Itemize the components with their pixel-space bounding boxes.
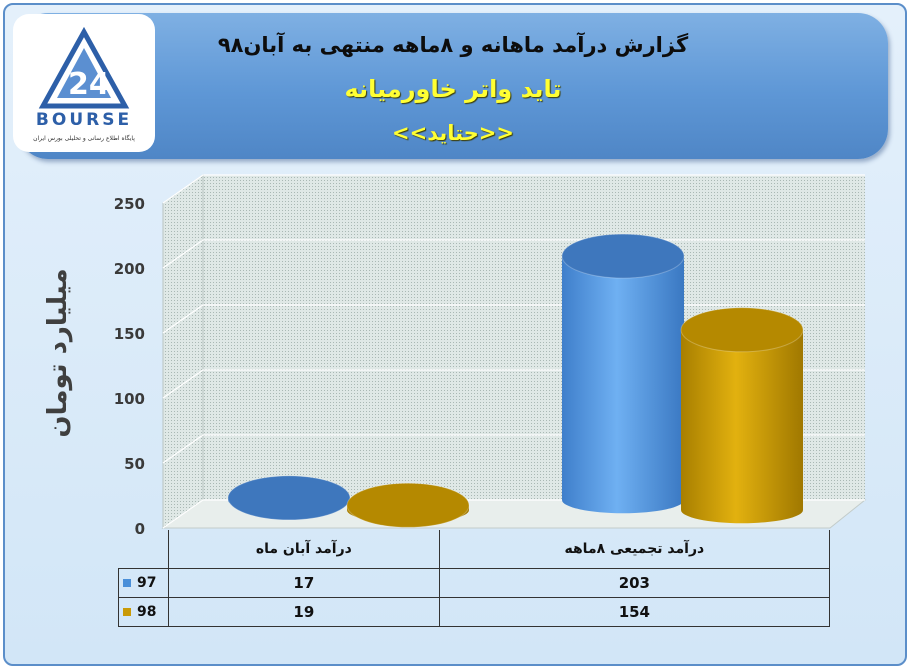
y-axis-label: میلیارد تومان (43, 268, 73, 438)
logo-mark-icon: 24 (38, 26, 130, 109)
svg-text:24: 24 (68, 67, 110, 102)
value-97-0: 17 (168, 568, 440, 598)
bar-98-1 (680, 307, 804, 524)
data-table: درآمد آبان ماه درآمد تجمیعی ۸ماهه 97 17 … (118, 530, 831, 627)
category-label-1: درآمد تجمیعی ۸ماهه (438, 530, 831, 569)
gridline-250 (162, 174, 865, 204)
bar-97-1 (561, 233, 685, 514)
value-98-1: 154 (438, 597, 831, 627)
legend-label-97: 97 (137, 575, 157, 591)
logo-text: BOURSE (35, 110, 133, 130)
legend-key-98: 98 (118, 597, 169, 627)
legend-key-97: 97 (118, 568, 169, 598)
bar-97-0 (227, 475, 351, 521)
y-tick-100: 100 (114, 390, 145, 408)
header-banner: گزارش درآمد ماهانه و ۸ماهه منتهی به آبان… (18, 13, 888, 159)
legend-swatch-97 (123, 579, 131, 587)
y-tick-0: 0 (135, 520, 145, 538)
y-tick-200: 200 (114, 260, 145, 278)
chart-title: گزارش درآمد ماهانه و ۸ماهه منتهی به آبان… (217, 33, 689, 57)
company-name: تاید واتر خاورمیانه (344, 75, 562, 103)
category-label-0: درآمد آبان ماه (168, 530, 440, 569)
y-tick-250: 250 (114, 195, 145, 213)
ticker-symbol: <<حتاید>> (392, 121, 514, 145)
bar-98-0 (346, 482, 470, 528)
y-tick-150: 150 (114, 325, 145, 343)
side-wall (162, 174, 204, 529)
value-97-1: 203 (438, 568, 831, 598)
table-corner (118, 530, 169, 569)
legend-swatch-98 (123, 608, 131, 616)
legend-label-98: 98 (137, 604, 157, 620)
y-tick-50: 50 (124, 455, 145, 473)
bourse-logo: 24 BOURSE پایگاه اطلاع رسانی و تحلیلی بو… (13, 14, 155, 152)
value-98-0: 19 (168, 597, 440, 627)
logo-subtitle: پایگاه اطلاع رسانی و تحلیلی بورس ایران (33, 135, 135, 142)
